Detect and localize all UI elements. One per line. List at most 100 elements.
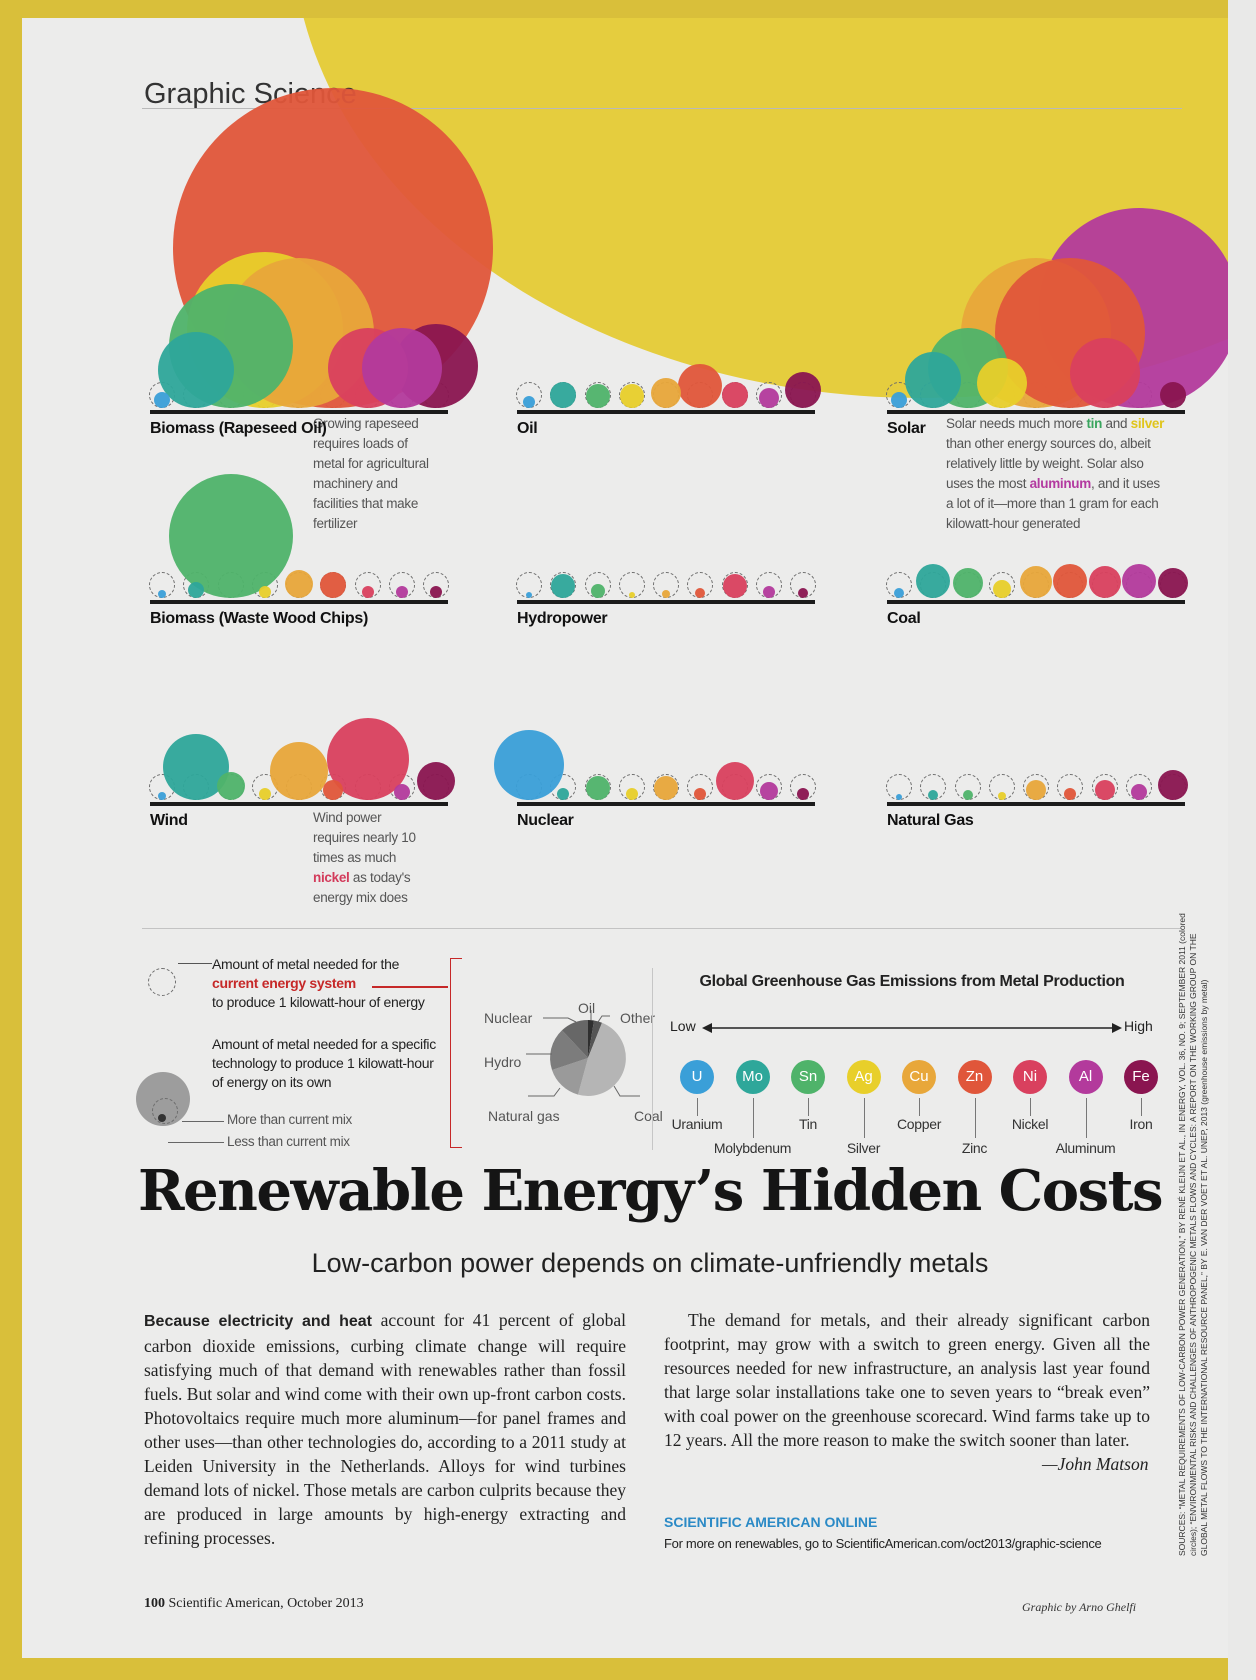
metal-symbol-zinc: Zn [957, 1060, 992, 1094]
pie-slice-nuclear [562, 1020, 588, 1058]
panel-baseline [517, 802, 815, 806]
legend-more-leader [182, 1121, 224, 1122]
note-line: fertilizer [313, 516, 358, 531]
metal-circle-aluminum [762, 586, 775, 598]
legend-less-leader [168, 1142, 224, 1143]
article-lead: Because electricity and heat [144, 1313, 373, 1330]
legend-line: technology to produce 1 kilowatt-hour [212, 1055, 434, 1071]
metal-circle-molybdenum [550, 382, 577, 408]
metal-circle-uranium [526, 592, 532, 598]
metal-name-iron: Iron [1129, 1116, 1153, 1132]
metal-circle-silver [628, 592, 635, 598]
metal-circle-uranium [494, 730, 564, 800]
pie-label-oil: Oil [578, 1000, 596, 1016]
page-number: 100 [144, 1596, 165, 1611]
metal-circle-aluminum [395, 586, 408, 598]
metal-circle-uranium [891, 392, 907, 408]
metal-circle-zinc [694, 788, 707, 800]
panel-baseline [517, 600, 815, 604]
metal-circle-uranium [523, 396, 535, 408]
note-line: Growing rapeseed [313, 416, 419, 431]
note-line: requires loads of [313, 436, 408, 451]
metal-circle-molybdenum [916, 564, 951, 598]
metal-circle-aluminum [759, 782, 778, 800]
note-text: and [1102, 416, 1131, 431]
online-link[interactable]: For more on renewables, go to Scientific… [664, 1536, 1102, 1551]
legend-line-highlight: current energy system [212, 975, 356, 991]
panel-label: Biomass (Rapeseed Oil) [150, 420, 327, 437]
metal-tick [752, 1098, 754, 1138]
panel-label: Nuclear [517, 812, 574, 829]
header-rule [142, 108, 1182, 109]
metal-circle-zinc [678, 364, 723, 408]
note-text: , and it uses a lot of it—more than 1 gr… [946, 476, 1160, 531]
metal-circle-molybdenum [158, 332, 235, 408]
metal-name-copper: Copper [896, 1116, 942, 1132]
article-subtitle: Low-carbon power depends on climate-unfr… [311, 1248, 989, 1278]
metal-circle-copper [654, 776, 678, 800]
metal-name-zinc: Zinc [961, 1140, 988, 1156]
panel-label: Oil [517, 420, 538, 437]
metal-circle-nickel [715, 762, 754, 800]
legend-line: to produce 1 kilowatt-hour of energy [212, 994, 425, 1010]
section-divider [142, 928, 1182, 929]
metal-circle-nickel [1069, 338, 1140, 408]
metal-name-silver: Silver [846, 1140, 881, 1156]
graphic-credit: Graphic by Arno Ghelfi [1022, 1600, 1137, 1614]
metal-circle-uranium [896, 794, 902, 800]
metal-circle-aluminum [393, 784, 410, 800]
metal-circle-copper [1026, 780, 1046, 800]
metal-circle-iron [798, 588, 808, 598]
emissions-low-label: Low [670, 1018, 696, 1034]
article-title: Renewable Energy’s Hidden Costs [137, 1158, 1164, 1224]
emissions-arrow [702, 1023, 1122, 1033]
pie-slice-hydro [550, 1030, 588, 1070]
pie-slice-coal [578, 1022, 626, 1096]
metal-circle-silver [258, 788, 271, 800]
pie-label-hydro: Hydro [484, 1054, 522, 1070]
pie-label-coal: Coal [634, 1108, 663, 1124]
metal-circle-aluminum [1121, 564, 1156, 598]
metal-name-molybdenum: Molybdenum [713, 1140, 792, 1156]
legend-current-circle [148, 968, 176, 996]
legend-more-label: More than current mix [227, 1112, 352, 1127]
article-column-2: The demand for metals, and their already… [664, 1308, 1150, 1452]
metal-tick [1141, 1098, 1142, 1116]
metal-circle-copper [285, 570, 313, 598]
article-paragraph-1: account for 41 percent of global carbon … [144, 1310, 626, 1548]
emissions-title: Global Greenhouse Gas Emissions from Met… [699, 973, 1125, 990]
metal-name-uranium: Uranium [671, 1116, 723, 1132]
metal-circle-iron [797, 788, 809, 800]
metal-circle-nickel [722, 574, 747, 598]
note-text: Solar needs much more [946, 416, 1087, 431]
legend-divider [652, 968, 653, 1150]
metal-circle-iron [785, 372, 821, 408]
metal-circle-iron [1158, 568, 1188, 598]
metal-symbol-aluminum: Al [1068, 1060, 1103, 1094]
pie-label-other: Other [620, 1010, 656, 1026]
metal-circle-zinc [1053, 564, 1088, 598]
metal-circle-copper [662, 590, 670, 598]
metal-circle-copper [651, 378, 681, 408]
pie-slice-oil [588, 1020, 594, 1058]
pie-slice-natural-gas [552, 1058, 588, 1095]
note-line: metal for agricultural [313, 456, 429, 471]
note-text: Wind power requires nearly 10 times as m… [313, 810, 416, 865]
panel-label: Wind [150, 812, 188, 829]
metal-circle-tin [585, 384, 610, 408]
article-author: —John Matson [1042, 1454, 1149, 1474]
legend-less-circle [158, 1114, 166, 1122]
pie-label-natural-gas: Natural gas [488, 1108, 560, 1124]
panel-baseline [150, 410, 448, 414]
rapeseed-note: Growing rapeseed requires loads of metal… [313, 414, 443, 534]
metal-circle-silver [619, 384, 644, 408]
legend-line: Amount of metal needed for the [212, 956, 400, 972]
metal-circle-tin [168, 474, 293, 598]
metal-circle-iron [1160, 382, 1186, 408]
panel-label: Hydropower [517, 610, 608, 627]
legend-line: Amount of metal needed for a specific [212, 1036, 436, 1052]
metal-circle-iron [1158, 770, 1188, 800]
legend-bracket [450, 958, 462, 1148]
metal-name-aluminum: Aluminum [1055, 1140, 1116, 1156]
panel-baseline [150, 802, 448, 806]
